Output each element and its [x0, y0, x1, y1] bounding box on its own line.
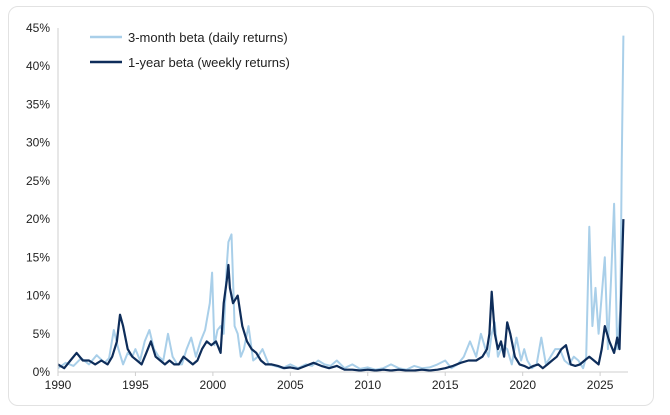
x-tick-label: 2015 — [432, 378, 459, 392]
x-tick-label: 2005 — [277, 378, 304, 392]
y-tick-label: 35% — [26, 97, 50, 111]
y-tick-label: 10% — [26, 289, 50, 303]
legend-label-1-year-beta: 1-year beta (weekly returns) — [128, 55, 290, 70]
x-tick-label: 1990 — [45, 378, 72, 392]
series-line-3-month-beta — [57, 35, 625, 371]
x-tick-label: 1995 — [122, 378, 149, 392]
y-tick-label: 5% — [33, 327, 51, 341]
legend-label-3-month-beta: 3-month beta (daily returns) — [128, 30, 288, 45]
x-tick-label: 2020 — [509, 378, 536, 392]
y-tick-label: 15% — [26, 250, 50, 264]
x-tick-label: 2025 — [587, 378, 614, 392]
y-tick-label: 0% — [33, 365, 51, 379]
axes — [57, 28, 628, 373]
series-line-1-year-beta — [57, 219, 625, 372]
y-tick-label: 40% — [26, 59, 50, 73]
y-tick-label: 45% — [26, 21, 50, 35]
plot-area — [57, 35, 625, 372]
x-tick-label: 2000 — [200, 378, 227, 392]
y-tick-label: 25% — [26, 174, 50, 188]
y-tick-labels: 0% 5% 10% 15% 20% 25% 30% 35% 40% 45% — [26, 21, 50, 379]
legend: 3-month beta (daily returns) 1-year beta… — [90, 30, 290, 70]
y-tick-label: 20% — [26, 212, 50, 226]
x-tick-labels: 1990 1995 2000 2005 2010 2015 2020 2025 — [45, 372, 614, 392]
y-tick-label: 30% — [26, 136, 50, 150]
x-tick-label: 2010 — [354, 378, 381, 392]
